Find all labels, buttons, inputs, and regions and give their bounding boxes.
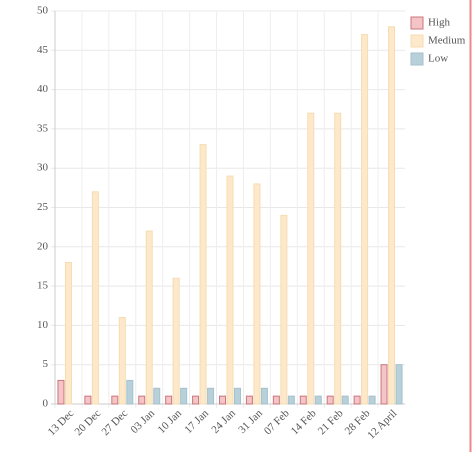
bar	[138, 395, 146, 405]
bar	[353, 395, 361, 405]
bar	[180, 387, 188, 405]
y-tick-label: 30	[37, 162, 49, 174]
x-tick-label: 10 Jan	[155, 407, 184, 436]
bar	[84, 395, 92, 405]
y-tick-label: 5	[43, 358, 49, 370]
legend-label: High	[428, 17, 451, 29]
legend-swatch	[410, 16, 424, 30]
bar	[57, 379, 65, 405]
bar	[368, 395, 376, 405]
bar	[219, 395, 226, 405]
bar	[126, 379, 134, 405]
bar	[260, 387, 268, 405]
y-tick-label: 45	[37, 44, 49, 56]
bar	[341, 395, 349, 405]
bar	[299, 395, 307, 405]
bar	[334, 112, 342, 405]
bar	[272, 395, 280, 405]
bar	[165, 395, 173, 405]
x-tick-label: 03 Jan	[129, 407, 158, 436]
bar	[207, 387, 215, 405]
x-tick-label: 31 Jan	[236, 407, 265, 436]
legend-label: Medium	[428, 35, 466, 47]
x-tick-label: 27 Dec	[99, 407, 130, 438]
bar	[145, 230, 153, 405]
bar	[199, 144, 207, 405]
bar	[380, 364, 388, 405]
x-tick-label: 17 Jan	[182, 407, 211, 436]
bar	[91, 191, 99, 405]
bar	[118, 317, 126, 405]
bar	[234, 387, 241, 405]
legend-swatch	[410, 52, 424, 66]
x-tick-label: 12 April	[365, 407, 399, 441]
bar	[111, 395, 119, 405]
bar	[314, 395, 322, 405]
bar	[326, 395, 334, 405]
y-tick-label: 35	[37, 122, 49, 134]
bar	[172, 277, 180, 405]
bar	[226, 175, 234, 405]
bar	[307, 112, 315, 405]
y-tick-label: 10	[37, 319, 49, 331]
bar	[388, 26, 396, 405]
bar	[287, 395, 295, 405]
bar	[395, 364, 403, 405]
x-tick-label: 14 Feb	[289, 407, 319, 437]
bar	[361, 34, 369, 405]
y-tick-label: 40	[37, 83, 49, 95]
bar	[192, 395, 200, 405]
y-tick-label: 25	[37, 201, 49, 213]
y-tick-label: 50	[37, 5, 49, 17]
x-tick-label: 13 Dec	[46, 407, 77, 438]
y-tick-label: 0	[43, 398, 49, 410]
x-tick-label: 21 Feb	[316, 407, 346, 437]
bar	[153, 387, 161, 405]
bar	[64, 262, 72, 405]
x-tick-label: 07 Feb	[262, 407, 292, 437]
x-tick-label: 20 Dec	[73, 407, 104, 438]
bar	[280, 214, 288, 405]
y-tick-label: 15	[37, 280, 49, 292]
legend-label: Low	[428, 53, 448, 65]
legend-swatch	[410, 34, 424, 48]
bar	[253, 183, 261, 405]
y-tick-label: 20	[37, 240, 49, 252]
bar	[245, 395, 253, 405]
x-tick-label: 24 Jan	[209, 407, 238, 436]
